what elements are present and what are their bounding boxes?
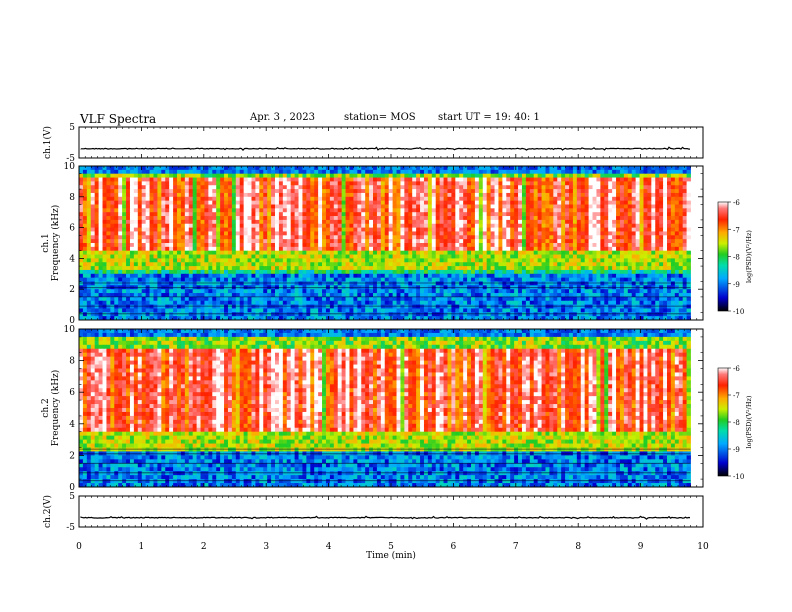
- waveform-trace-ch1: [80, 146, 691, 151]
- ytick-label: 4: [69, 254, 75, 264]
- colorbar-tick-label: -7: [733, 392, 740, 400]
- colorbar-ch2: [717, 367, 729, 477]
- ytick-label: 2: [69, 451, 75, 461]
- spectrogram-image-ch1: [79, 166, 691, 321]
- xtick-label: 6: [451, 542, 457, 552]
- y-axis-label: ch.1(V): [42, 126, 53, 159]
- xtick-label: 0: [76, 542, 82, 552]
- colorbar-label: log(PSD)(V²/Hz): [745, 230, 753, 283]
- ytick-label: 4: [69, 420, 75, 430]
- colorbar-tick-label: -9: [733, 281, 740, 289]
- y-axis-label-frequency: Frequency (kHz): [50, 370, 61, 447]
- xtick-label: 1: [139, 542, 145, 552]
- ytick-label: 5: [69, 123, 75, 133]
- y-axis-label: ch.2(V): [42, 495, 53, 528]
- panel-frame-0: [78, 126, 704, 159]
- ytick-label: 8: [69, 357, 75, 367]
- xtick-label: 10: [697, 542, 709, 552]
- colorbar-tick-label: -6: [733, 365, 740, 373]
- colorbar-tick-label: -7: [733, 226, 740, 234]
- ytick-label: 2: [69, 285, 75, 295]
- chart-title: VLF Spectra: [80, 112, 157, 126]
- ytick-label: 6: [69, 224, 75, 234]
- colorbar-tick-label: -8: [733, 254, 740, 262]
- y-axis-label-channel: ch.2: [41, 398, 51, 417]
- xtick-label: 8: [575, 542, 581, 552]
- ytick-label: 10: [64, 325, 76, 335]
- spectrogram-image-ch2: [79, 329, 691, 488]
- ytick-label: 5: [69, 492, 75, 502]
- ytick-label: 8: [69, 193, 75, 203]
- ytick-label: 0: [69, 483, 75, 493]
- colorbar-tick-label: -8: [733, 419, 740, 427]
- station-label: station= MOS: [344, 112, 416, 123]
- ytick-label: 6: [69, 388, 75, 398]
- ytick-label: 0: [69, 316, 75, 326]
- xtick-label: 9: [638, 542, 644, 552]
- colorbar-tick-label: -9: [733, 446, 740, 454]
- colorbar-tick-label: -10: [733, 473, 744, 481]
- colorbar-ch1: [717, 201, 729, 312]
- date-label: Apr. 3 , 2023: [250, 112, 316, 123]
- xtick-label: 3: [263, 542, 269, 552]
- y-axis-label-channel: ch.1: [41, 233, 51, 252]
- colorbar-label: log(PSD)(V²/Hz): [745, 395, 753, 448]
- xtick-label: 4: [326, 542, 332, 552]
- xtick-label: 7: [513, 542, 519, 552]
- xtick-label: 2: [201, 542, 207, 552]
- panel-frame-3: [78, 495, 704, 528]
- colorbar-tick-label: -6: [733, 199, 740, 207]
- ytick-label: 10: [64, 162, 76, 172]
- y-axis-label-frequency: Frequency (kHz): [50, 205, 61, 282]
- xtick-label: 5: [388, 542, 394, 552]
- ytick-label: -5: [66, 154, 75, 164]
- colorbar-tick-label: -10: [733, 308, 744, 316]
- ytick-label: -5: [66, 523, 75, 533]
- start-ut-label: start UT = 19: 40: 1: [438, 112, 540, 123]
- waveform-trace-ch2: [80, 515, 691, 520]
- x-axis-label: Time (min): [366, 550, 416, 561]
